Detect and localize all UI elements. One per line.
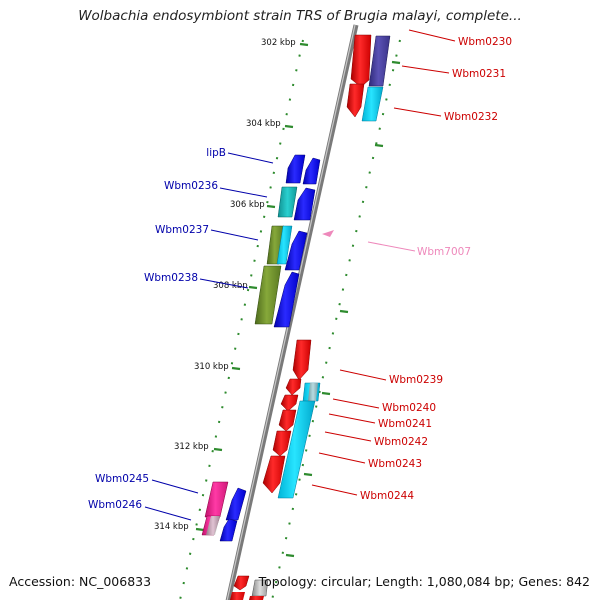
gene-wbm0240[interactable] [302,382,321,402]
genome-summary-text: Topology: circular; Length: 1,080,084 bp… [258,574,590,589]
label-wbm0240: Wbm0240 [382,402,436,414]
gene-bottom-group[interactable] [230,575,269,600]
kbp-label-314: 314 kbp [154,522,189,532]
label-wbm7007: Wbm7007 [417,246,471,258]
label-wbm0232: Wbm0232 [444,111,498,123]
label-wbm0231: Wbm0231 [452,68,506,80]
gene-wbm0230[interactable] [350,34,372,88]
gene-wbm0242[interactable] [278,409,297,432]
gene-wbm0241[interactable] [280,394,299,412]
gene-wbm0239-group[interactable] [285,339,312,396]
kbp-label-302: 302 kbp [261,38,296,48]
map-title: Wolbachia endosymbiont strain TRS of Bru… [78,8,522,24]
accession-text: Accession: NC_006833 [9,574,152,589]
gene-wbm0245[interactable] [204,481,247,521]
label-wbm0246: Wbm0246 [88,499,142,511]
gene-wbm0232[interactable] [361,86,384,122]
kbp-label-310: 310 kbp [194,362,229,372]
label-wbm0238: Wbm0238 [144,272,198,284]
gene-wbm0238[interactable] [254,265,300,328]
label-wbm0236: Wbm0236 [164,180,218,192]
gene-wbm0236[interactable] [277,186,316,221]
kbp-label-304: 304 kbp [246,119,281,129]
gene-wbm0244[interactable] [277,400,316,499]
label-wbm0241: Wbm0241 [378,418,432,430]
gene-wbm0231[interactable] [368,35,391,87]
label-wbm0244: Wbm0244 [360,490,414,502]
left-tick-track [179,39,304,600]
kbp-label-308: 308 kbp [213,281,248,291]
label-connectors [144,29,456,521]
label-wbm0242: Wbm0242 [374,436,428,448]
label-wbm0237: Wbm0237 [155,224,209,236]
gene-wbm0237[interactable] [266,225,308,271]
gene-lipb[interactable] [285,154,321,185]
label-wbm0239: Wbm0239 [389,374,443,386]
gene-wbm7007-marker[interactable] [322,230,334,237]
gene-wbm0244-red[interactable] [262,455,286,494]
label-wbm0245: Wbm0245 [95,473,149,485]
label-lipb: lipB [206,147,226,159]
kbp-label-306: 306 kbp [230,200,265,210]
gene-wbm0246[interactable] [201,515,238,542]
kbp-label-312: 312 kbp [174,442,209,452]
label-wbm0230: Wbm0230 [458,36,512,48]
kbp-major-ticks [195,42,401,558]
gene-wbm0243[interactable] [272,430,292,457]
label-wbm0243: Wbm0243 [368,458,422,470]
gene-wbm0232-red[interactable] [346,83,365,118]
